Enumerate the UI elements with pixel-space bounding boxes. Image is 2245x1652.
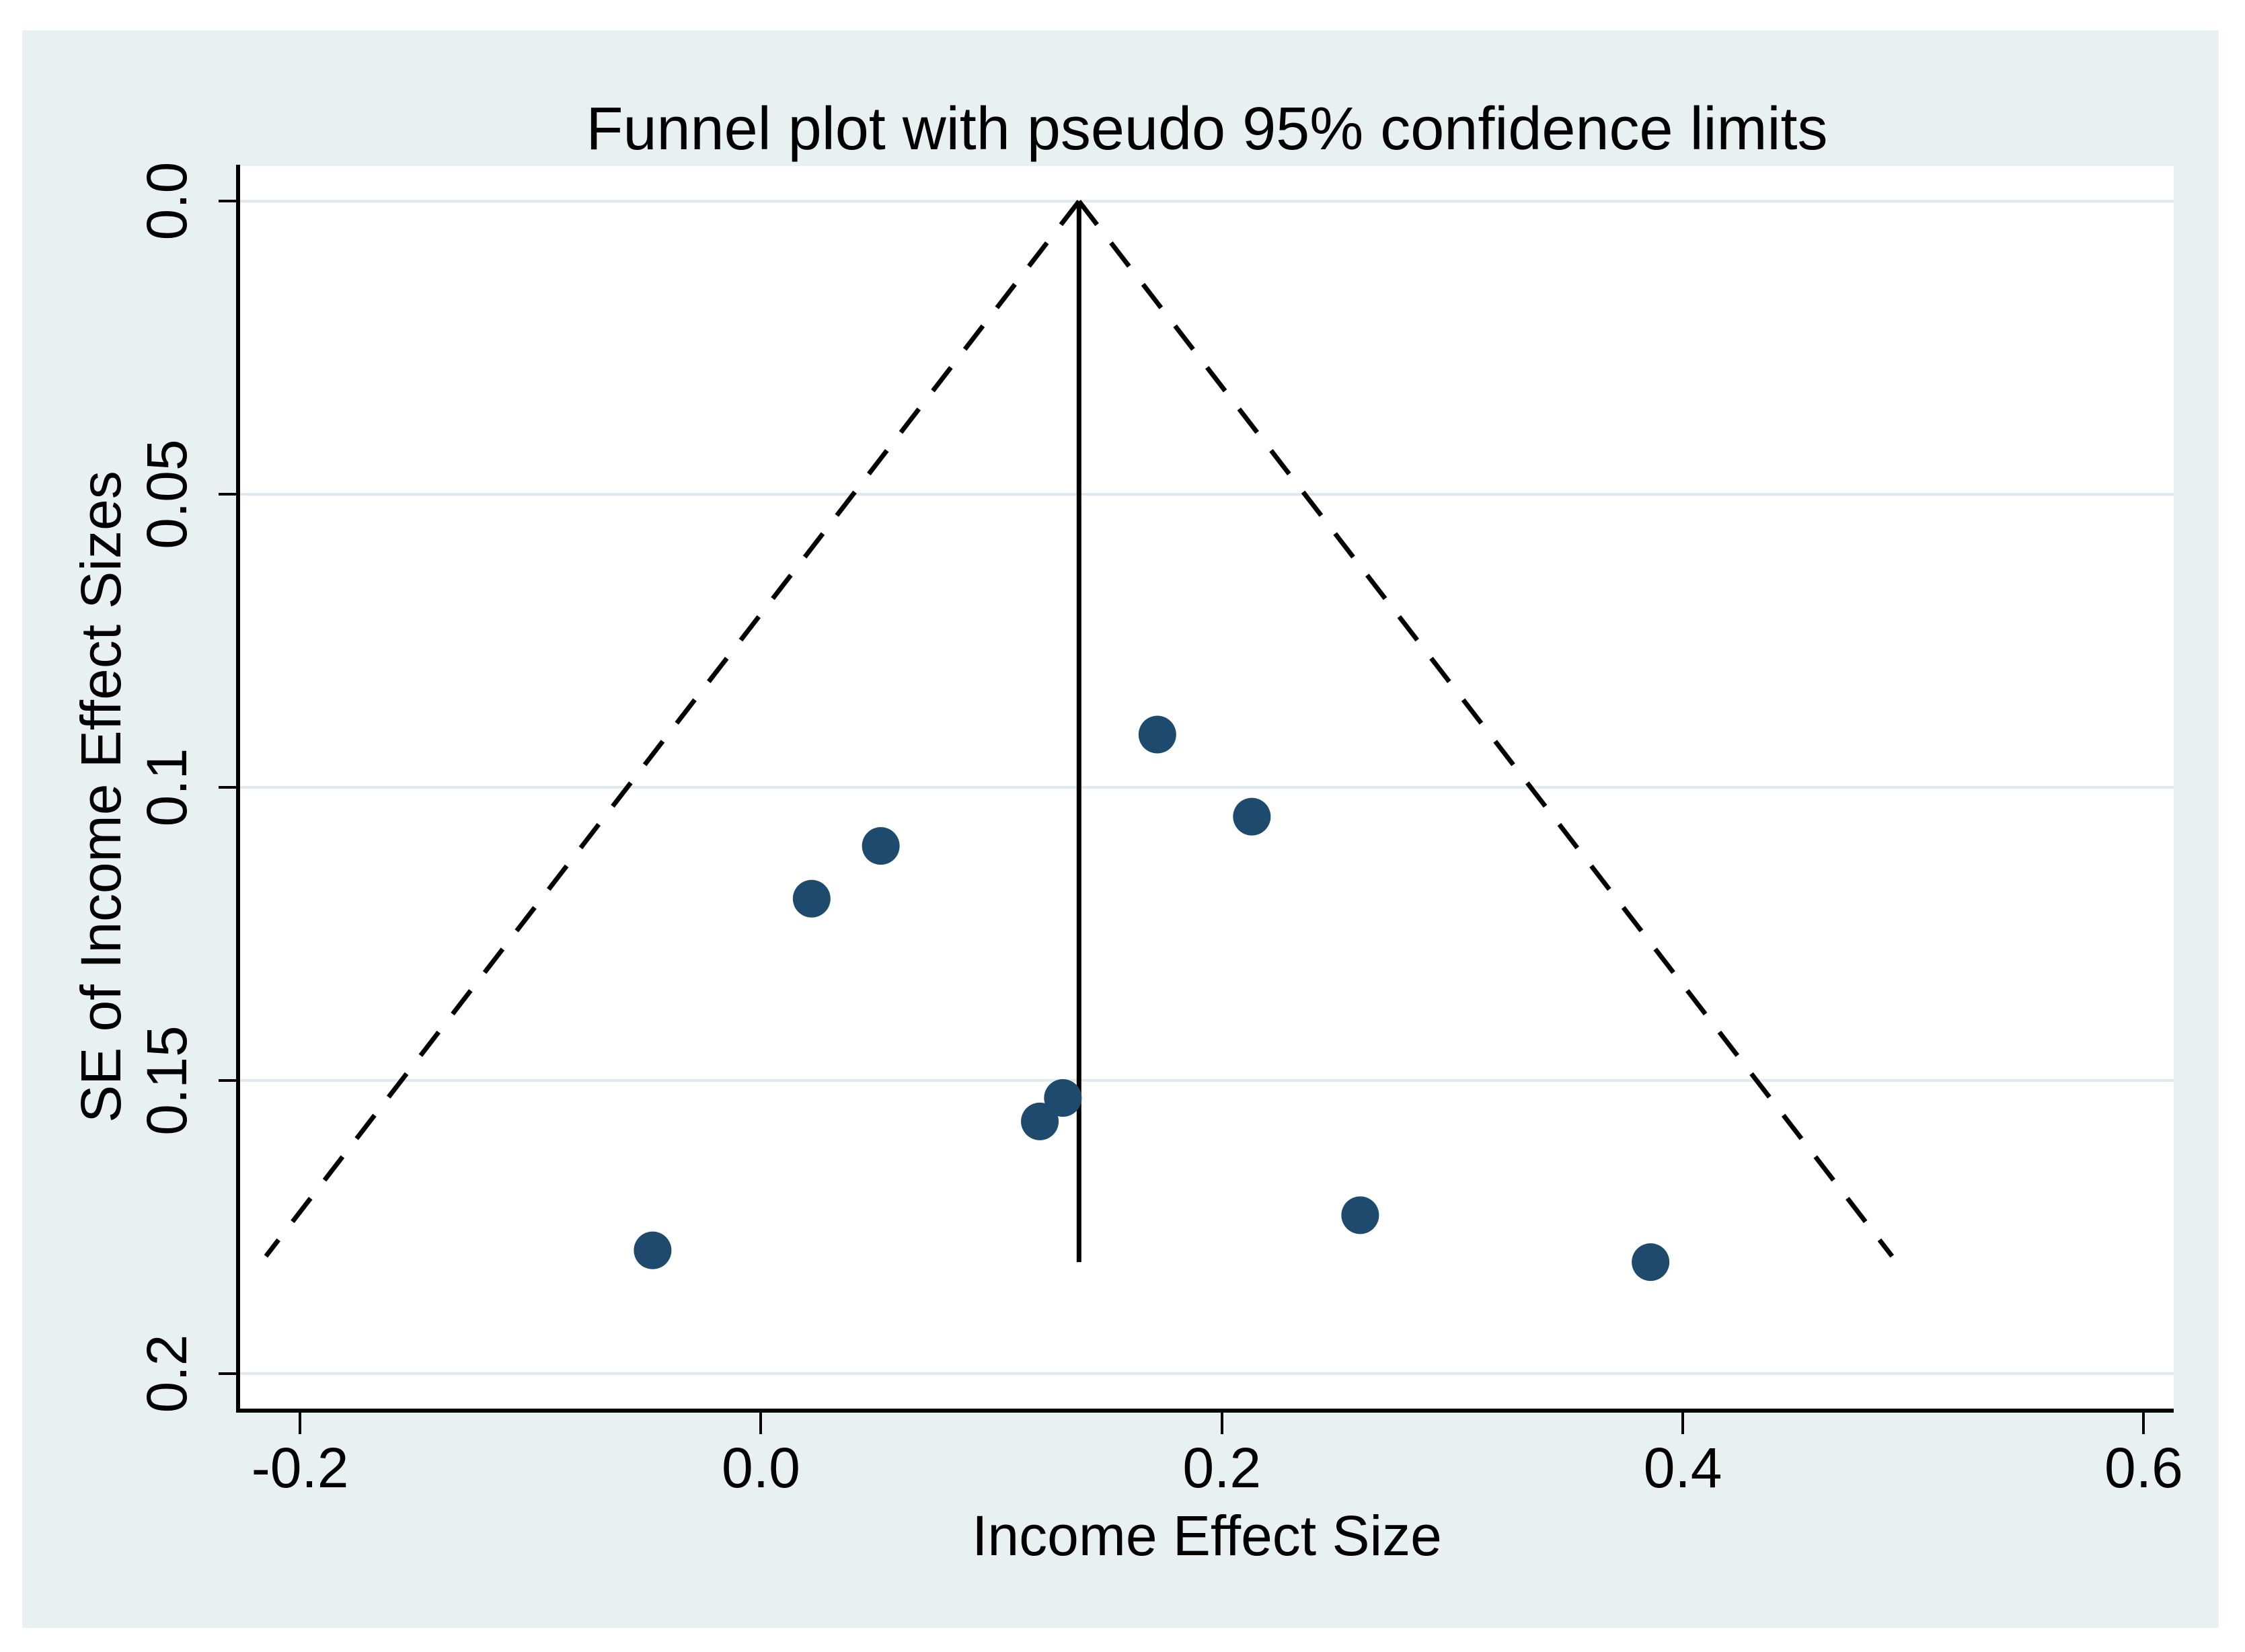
x-tick-mark (299, 1413, 302, 1434)
y-tick-mark (219, 786, 240, 789)
funnel-chart (240, 200, 2174, 1375)
scatter-point (634, 1231, 672, 1269)
scatter-point (862, 827, 900, 865)
scatter-point (1341, 1196, 1379, 1234)
y-tick-mark (219, 1078, 240, 1082)
y-tick-mark (219, 1372, 240, 1375)
x-tick-mark (1220, 1413, 1223, 1434)
y-tick-label: 0.15 (135, 1025, 198, 1136)
plot-area (240, 166, 2174, 1409)
x-tick-label: 0.6 (2104, 1436, 2183, 1499)
funnel-right-dashed-line (1077, 200, 1895, 1258)
funnel-left-dashed-line (264, 200, 1081, 1258)
chart-title: Funnel plot with pseudo 95% confidence l… (586, 95, 1828, 163)
x-tick-mark (759, 1413, 763, 1434)
x-tick-label: 0.0 (722, 1436, 800, 1499)
x-axis-title: Income Effect Size (972, 1504, 1442, 1567)
y-tick-label: 0.05 (135, 439, 198, 549)
y-axis-title: SE of Income Effect Sizes (69, 471, 132, 1123)
y-tick-label: 0.1 (135, 748, 198, 827)
scatter-point (1044, 1079, 1082, 1117)
x-axis-line (236, 1409, 2174, 1413)
y-tick-label: 0.2 (135, 1334, 198, 1413)
x-tick-mark (2142, 1413, 2145, 1434)
y-tick-mark (219, 493, 240, 496)
scatter-point (1632, 1243, 1670, 1282)
x-tick-label: -0.2 (251, 1436, 349, 1499)
x-tick-label: 0.4 (1643, 1436, 1722, 1499)
scatter-point (792, 879, 831, 918)
scatter-point (1021, 1102, 1059, 1140)
x-tick-mark (1681, 1413, 1685, 1434)
y-tick-label: 0.0 (135, 161, 198, 241)
x-tick-label: 0.2 (1182, 1436, 1262, 1499)
scatter-point (1233, 797, 1271, 836)
y-tick-mark (219, 200, 240, 203)
scatter-point (1138, 715, 1176, 754)
